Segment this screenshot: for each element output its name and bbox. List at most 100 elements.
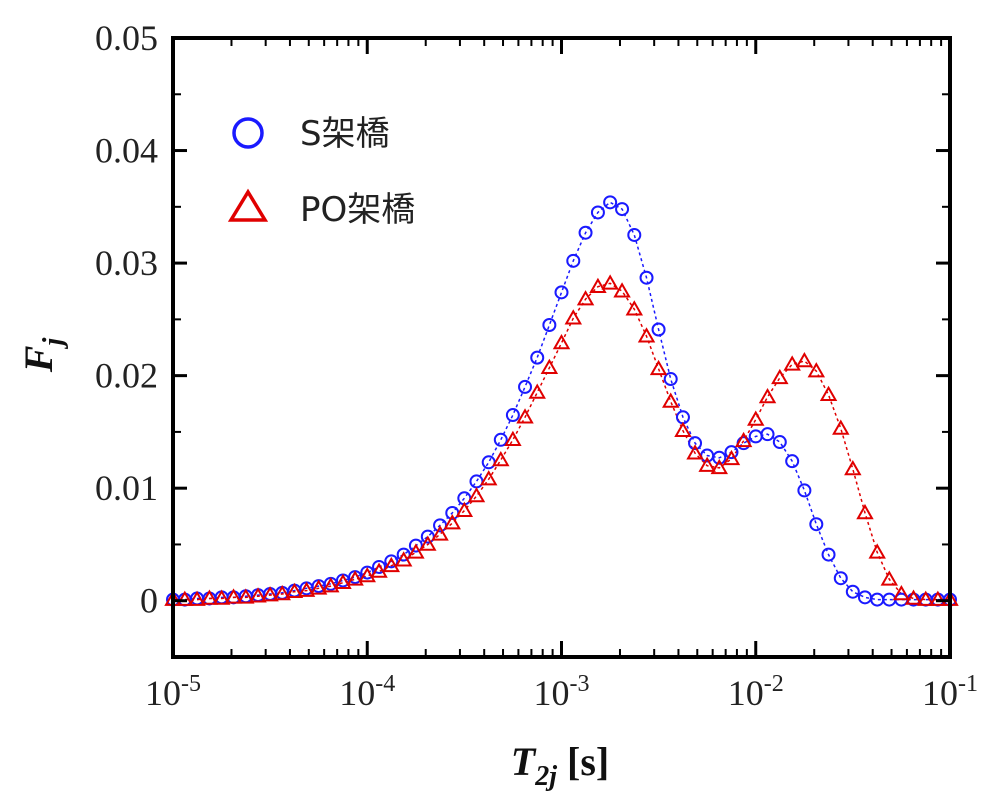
legend-label-po: PO架橋 bbox=[300, 190, 415, 230]
y-tick-label: 0.02 bbox=[95, 356, 158, 396]
data-point-po bbox=[929, 590, 947, 606]
data-point-s bbox=[372, 559, 387, 574]
data-point-po bbox=[868, 543, 886, 559]
data-point-po bbox=[504, 430, 522, 447]
y-tick-label: 0.03 bbox=[95, 243, 158, 283]
data-point-s bbox=[821, 547, 836, 562]
data-point-s bbox=[760, 427, 775, 442]
axis-ticks bbox=[171, 36, 952, 658]
data-point-po bbox=[249, 587, 267, 603]
data-point-s bbox=[712, 450, 727, 465]
x-tick-label: 10-5 bbox=[145, 671, 201, 713]
data-point-s bbox=[651, 322, 666, 337]
data-point-s bbox=[845, 584, 860, 599]
data-point-s bbox=[724, 445, 739, 460]
data-point-po bbox=[576, 290, 595, 306]
data-point-s bbox=[833, 571, 848, 586]
legend-marker-circle bbox=[232, 117, 264, 149]
data-point-s bbox=[408, 538, 423, 553]
x-axis-title-sub: 2j bbox=[534, 761, 557, 792]
data-point-s bbox=[603, 195, 618, 210]
x-axis-title: T2j [s] bbox=[511, 739, 609, 792]
legend-marker-triangle bbox=[227, 188, 269, 222]
data-point-po bbox=[334, 573, 352, 589]
data-point-s bbox=[554, 285, 569, 300]
data-point-po bbox=[698, 456, 716, 472]
data-point-s bbox=[797, 483, 812, 498]
fit-line-s bbox=[173, 201, 950, 601]
data-point-po bbox=[382, 556, 401, 573]
y-tick-label: 0 bbox=[140, 581, 158, 621]
y-axis-title: Fj bbox=[16, 338, 69, 374]
data-point-po bbox=[370, 562, 388, 578]
data-point-po bbox=[479, 470, 498, 486]
data-point-po bbox=[613, 282, 631, 298]
y-tick-label: 0.04 bbox=[95, 131, 158, 171]
data-point-s bbox=[615, 202, 630, 217]
legend: S架橋 PO架橋 bbox=[227, 114, 415, 230]
data-point-s bbox=[688, 436, 703, 451]
data-point-s bbox=[809, 517, 824, 532]
data-point-po bbox=[880, 570, 899, 586]
data-point-po bbox=[431, 525, 449, 541]
data-point-s bbox=[505, 408, 520, 423]
data-point-po bbox=[601, 274, 619, 290]
data-point-po bbox=[686, 444, 704, 460]
data-point-po bbox=[552, 333, 571, 350]
data-point-po bbox=[200, 589, 219, 605]
data-point-po bbox=[819, 385, 838, 402]
data-point-po bbox=[904, 589, 923, 605]
data-point-s bbox=[772, 435, 787, 450]
data-point-po bbox=[710, 458, 729, 475]
data-point-po bbox=[346, 570, 364, 586]
data-point-po bbox=[564, 309, 583, 325]
data-point-po bbox=[394, 551, 413, 567]
data-point-po bbox=[892, 584, 911, 601]
data-point-s bbox=[481, 455, 496, 470]
data-point-s bbox=[627, 227, 642, 242]
data-point-po bbox=[783, 355, 801, 371]
data-point-po bbox=[224, 588, 243, 604]
data-point-po bbox=[188, 590, 206, 606]
data-point-s bbox=[518, 379, 533, 394]
data-point-po bbox=[795, 351, 814, 368]
data-point-po bbox=[589, 277, 607, 293]
x-tick-label: 10-4 bbox=[339, 671, 395, 713]
data-point-po bbox=[297, 581, 316, 597]
y-axis-title-main: F bbox=[16, 345, 61, 373]
data-point-po bbox=[637, 327, 656, 343]
data-point-po bbox=[212, 589, 231, 605]
data-point-po bbox=[722, 449, 741, 466]
data-point-s bbox=[663, 372, 678, 387]
data-point-po bbox=[455, 501, 474, 517]
data-point-po bbox=[285, 582, 304, 598]
data-point-po bbox=[540, 358, 559, 375]
data-point-s bbox=[590, 205, 605, 220]
x-axis-title-unit: [s] bbox=[557, 739, 609, 784]
data-point-s bbox=[384, 554, 399, 569]
data-point-s bbox=[542, 317, 557, 332]
data-point-po bbox=[747, 410, 765, 426]
data-point-po bbox=[649, 359, 668, 376]
data-point-s bbox=[493, 432, 508, 447]
y-tick-label: 0.05 bbox=[95, 18, 158, 58]
x-tick-label: 10-2 bbox=[728, 671, 784, 713]
data-point-s bbox=[578, 225, 593, 240]
x-tick-label: 10-3 bbox=[534, 671, 590, 713]
data-point-po bbox=[516, 408, 534, 424]
data-point-po bbox=[322, 577, 340, 593]
data-point-po bbox=[176, 590, 194, 606]
data-point-po bbox=[758, 388, 777, 404]
data-point-po bbox=[261, 586, 279, 602]
x-tick-label: 10-1 bbox=[922, 671, 978, 713]
data-point-s bbox=[469, 474, 484, 489]
data-point-s bbox=[785, 454, 800, 469]
data-point-po bbox=[309, 579, 328, 595]
data-point-po bbox=[443, 514, 462, 530]
tick-labels: 0 0.01 0.02 0.03 0.04 0.05 10-5 10-4 10-3 10-2 10-… bbox=[95, 18, 978, 713]
data-markers bbox=[164, 195, 959, 607]
data-point-s bbox=[857, 590, 872, 605]
data-point-po bbox=[734, 431, 753, 448]
data-point-po bbox=[807, 362, 826, 378]
